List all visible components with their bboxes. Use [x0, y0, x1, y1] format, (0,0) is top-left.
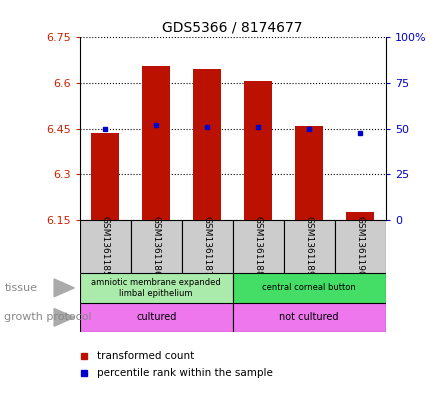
Bar: [244, 81, 272, 220]
Bar: [283, 220, 334, 273]
Text: GSM1361188: GSM1361188: [253, 216, 262, 277]
Bar: [295, 126, 322, 220]
Text: GSM1361187: GSM1361187: [202, 216, 211, 277]
Text: percentile rank within the sample: percentile rank within the sample: [96, 368, 272, 378]
Bar: [181, 220, 232, 273]
Text: not cultured: not cultured: [279, 312, 338, 322]
Text: GSM1361186: GSM1361186: [151, 216, 160, 277]
Text: central corneal button: central corneal button: [262, 283, 355, 292]
Text: cultured: cultured: [136, 312, 176, 322]
Bar: [80, 303, 232, 332]
Text: GSM1361189: GSM1361189: [304, 216, 313, 277]
Bar: [334, 220, 385, 273]
Bar: [232, 303, 385, 332]
Bar: [80, 220, 130, 273]
Bar: [80, 273, 232, 303]
Bar: [193, 69, 221, 220]
Bar: [91, 133, 119, 220]
Title: GDS5366 / 8174677: GDS5366 / 8174677: [162, 21, 302, 35]
Bar: [345, 213, 373, 220]
Bar: [232, 220, 283, 273]
Text: tissue: tissue: [4, 283, 37, 293]
Text: GSM1361185: GSM1361185: [101, 216, 110, 277]
Polygon shape: [54, 279, 74, 297]
Bar: [232, 273, 385, 303]
Text: GSM1361190: GSM1361190: [355, 216, 364, 277]
Text: amniotic membrane expanded
limbal epithelium: amniotic membrane expanded limbal epithe…: [91, 278, 221, 298]
Bar: [142, 66, 170, 220]
Text: growth protocol: growth protocol: [4, 312, 92, 322]
Bar: [130, 220, 181, 273]
Text: transformed count: transformed count: [96, 351, 194, 361]
Polygon shape: [54, 309, 74, 326]
